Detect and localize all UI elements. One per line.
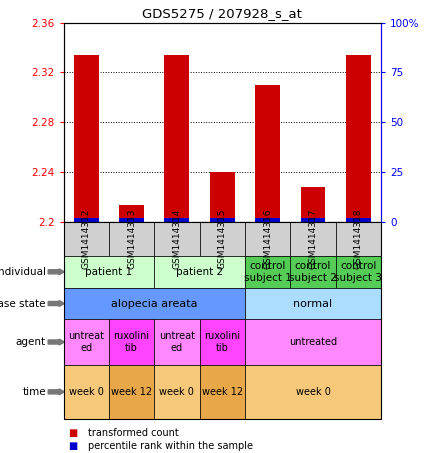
Text: GSM1414316: GSM1414316	[263, 209, 272, 269]
Text: ruxolini
tib: ruxolini tib	[204, 331, 240, 353]
Text: week 0: week 0	[296, 387, 330, 397]
Text: GSM1414317: GSM1414317	[308, 209, 318, 269]
Text: GSM1414312: GSM1414312	[82, 209, 91, 269]
Bar	[255, 218, 280, 222]
Text: control
subject 1: control subject 1	[244, 261, 292, 283]
Text: GSM1414318: GSM1414318	[354, 209, 363, 269]
Text: transformed count: transformed count	[88, 428, 178, 438]
Text: control
subject 2: control subject 2	[289, 261, 337, 283]
Text: patient 1: patient 1	[85, 267, 132, 277]
Bar	[119, 205, 144, 222]
Text: control
subject 3: control subject 3	[335, 261, 382, 283]
Text: ■: ■	[68, 428, 77, 438]
Title: GDS5275 / 207928_s_at: GDS5275 / 207928_s_at	[142, 7, 302, 20]
Bar	[164, 218, 189, 222]
Text: week 12: week 12	[202, 387, 243, 397]
Text: untreat
ed: untreat ed	[68, 331, 104, 353]
Text: normal: normal	[293, 299, 332, 308]
Text: week 0: week 0	[159, 387, 194, 397]
Text: GSM1414313: GSM1414313	[127, 209, 136, 269]
Text: percentile rank within the sample: percentile rank within the sample	[88, 441, 253, 451]
Bar	[300, 218, 325, 222]
Text: ■: ■	[68, 441, 77, 451]
Text: untreated: untreated	[289, 337, 337, 347]
Bar	[74, 218, 99, 222]
Text: disease state: disease state	[0, 299, 46, 308]
Bar	[346, 218, 371, 222]
Text: time: time	[22, 387, 46, 397]
Bar	[74, 55, 99, 222]
Bar	[210, 218, 235, 222]
Text: alopecia areata: alopecia areata	[111, 299, 198, 308]
Text: week 0: week 0	[69, 387, 104, 397]
Text: ruxolini
tib: ruxolini tib	[113, 331, 150, 353]
Text: agent: agent	[16, 337, 46, 347]
Text: untreat
ed: untreat ed	[159, 331, 195, 353]
Bar	[300, 187, 325, 222]
Bar	[119, 218, 144, 222]
Bar	[164, 55, 189, 222]
Bar	[210, 172, 235, 222]
Text: individual: individual	[0, 267, 46, 277]
Text: GSM1414314: GSM1414314	[173, 209, 181, 269]
Bar	[346, 55, 371, 222]
Text: week 12: week 12	[111, 387, 152, 397]
Text: GSM1414315: GSM1414315	[218, 209, 227, 269]
Bar	[255, 85, 280, 222]
Text: patient 2: patient 2	[176, 267, 223, 277]
